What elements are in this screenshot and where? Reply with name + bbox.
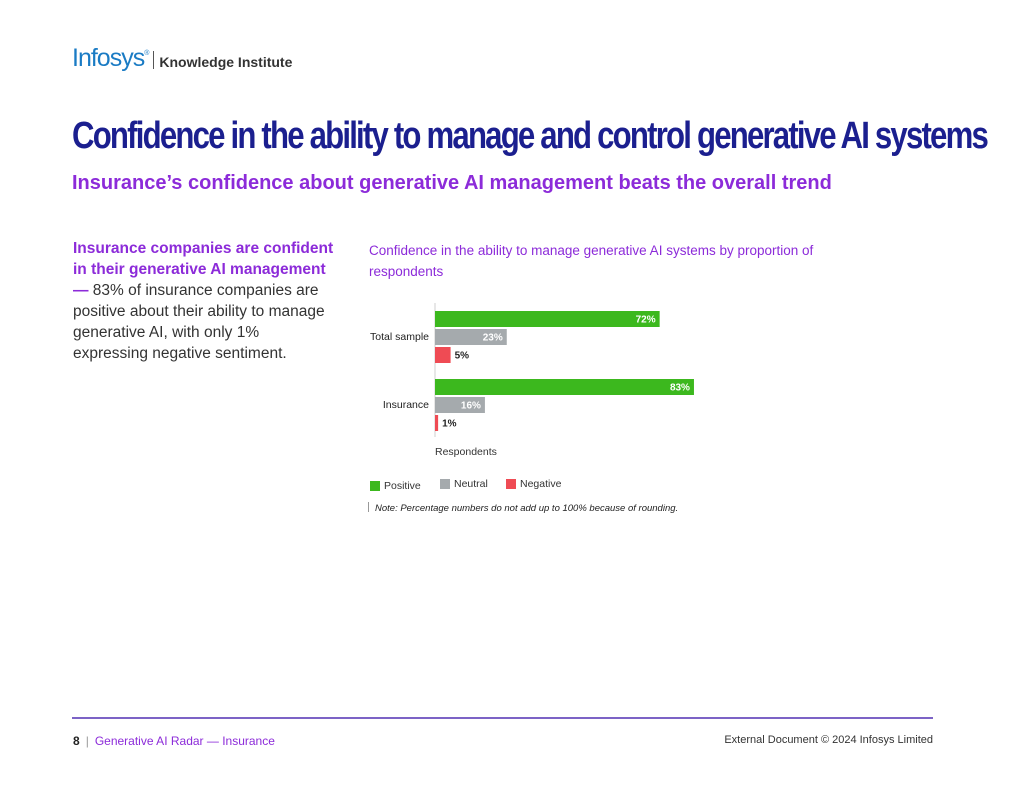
legend-item-negative: Negative xyxy=(506,478,561,490)
chart-note: Note: Percentage numbers do not add up t… xyxy=(368,502,678,514)
bar-negative xyxy=(435,415,439,431)
data-label-positive: 72% xyxy=(636,315,656,326)
note-text: Note: Percentage numbers do not add up t… xyxy=(375,503,679,514)
data-label-positive: 83% xyxy=(670,383,690,394)
logo-brand: Infosys xyxy=(72,44,145,72)
legend-label: Neutral xyxy=(454,478,488,490)
footer-left: 8 | Generative AI Radar — Insurance xyxy=(73,734,275,748)
legend-swatch xyxy=(370,481,380,491)
data-label-neutral: 23% xyxy=(483,333,503,344)
note-divider xyxy=(368,502,369,512)
page-title: Confidence in the ability to manage and … xyxy=(72,115,989,157)
page-subtitle: Insurance’s confidence about generative … xyxy=(72,172,832,194)
footer-rule xyxy=(72,717,933,719)
data-label-neutral: 16% xyxy=(461,401,481,412)
logo-divider xyxy=(153,51,155,69)
bar-neutral xyxy=(435,329,507,345)
category-label: Total sample xyxy=(370,331,429,343)
sidebar-text: Insurance companies are confident in the… xyxy=(73,238,335,364)
footer-separator: | xyxy=(85,734,89,748)
legend-item-neutral: Neutral xyxy=(440,478,488,490)
category-label: Insurance xyxy=(383,399,429,411)
copyright: External Document © 2024 Infosys Limited xyxy=(724,734,933,746)
legend-label: Positive xyxy=(384,480,421,492)
legend-label: Negative xyxy=(520,478,562,490)
legend-item-positive: Positive xyxy=(370,480,421,492)
infosys-logo: Infosys ® Knowledge Institute xyxy=(72,46,292,71)
data-label-negative: 5% xyxy=(455,351,470,362)
sidebar-highlight: Insurance companies are confident in the… xyxy=(73,240,334,299)
chart-title: Confidence in the ability to manage gene… xyxy=(369,243,814,279)
logo-subbrand: Knowledge Institute xyxy=(159,54,293,70)
data-label-negative: 1% xyxy=(442,419,457,430)
logo-registered-mark: ® xyxy=(144,50,150,57)
legend-swatch xyxy=(506,479,516,489)
bar-chart: Total sample 72% 23% 5% Insurance 83% 16% 1% Res… xyxy=(370,303,694,458)
bar-positive xyxy=(435,379,694,395)
x-axis-label: Respondents xyxy=(435,446,497,458)
bar-negative xyxy=(435,347,451,363)
legend-swatch xyxy=(440,479,450,489)
document-title: Generative AI Radar — Insurance xyxy=(94,734,275,748)
bar-neutral xyxy=(435,397,485,413)
page-number: 8 xyxy=(73,734,80,748)
bar-positive xyxy=(435,311,660,327)
sidebar-body: 83% of insurance companies are positive … xyxy=(73,282,325,362)
